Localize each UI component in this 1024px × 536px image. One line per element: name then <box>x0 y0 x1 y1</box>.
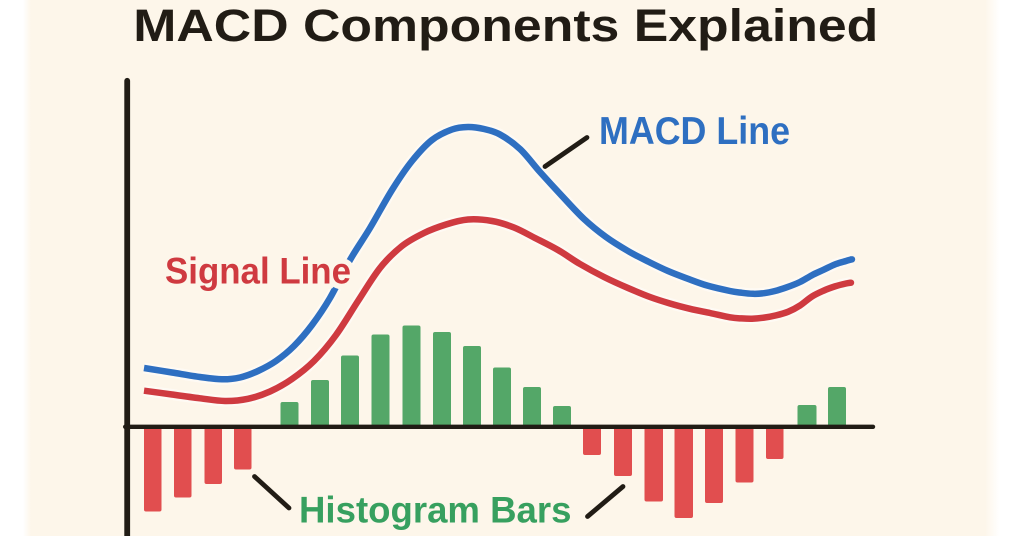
svg-text:MACD Components Explained: MACD Components Explained <box>133 0 878 51</box>
svg-text:Histogram Bars: Histogram Bars <box>299 489 572 531</box>
svg-text:Signal Line: Signal Line <box>165 251 351 292</box>
svg-text:MACD Line: MACD Line <box>599 110 790 153</box>
